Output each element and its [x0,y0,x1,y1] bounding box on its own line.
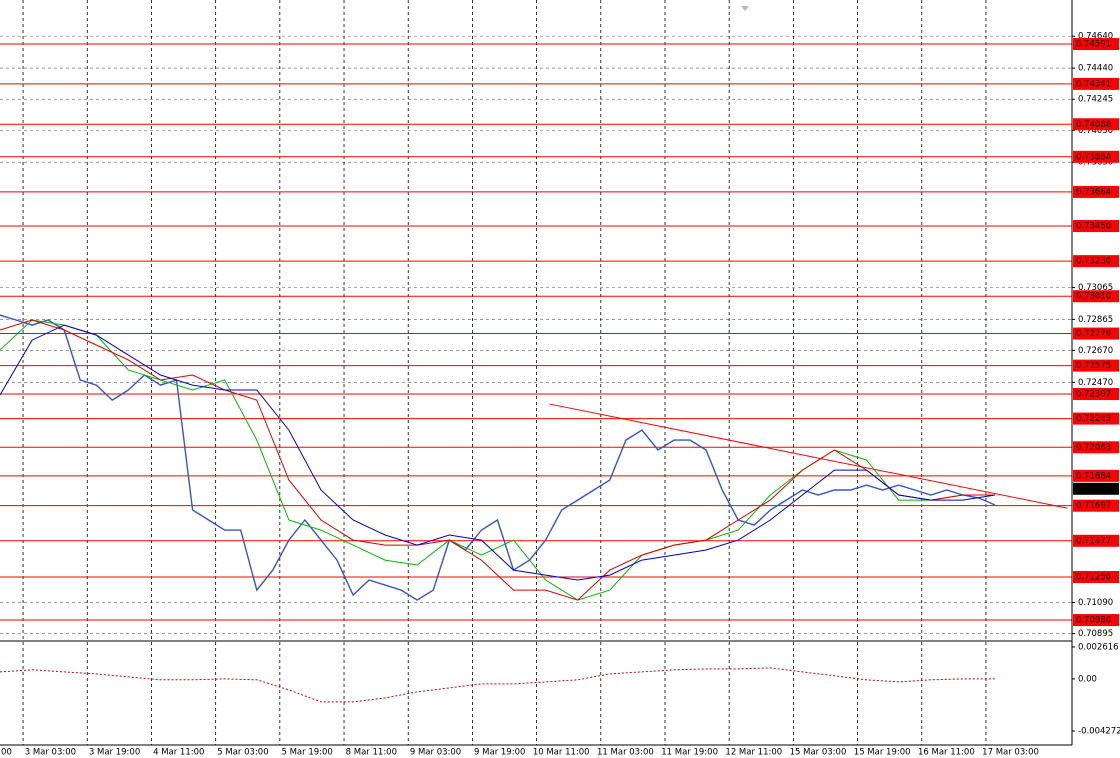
level-label: 0.73010 [1076,292,1111,302]
level-tag [1073,185,1119,198]
level-label: 0.70980 [1076,616,1111,626]
level-tag [1073,570,1119,583]
level-label: 0.71884 [1076,471,1111,481]
y-tick-label: 0.002616 [1078,642,1119,652]
level-tag [1073,412,1119,425]
y-tick-label: 0.74245 [1078,95,1113,105]
level-tag [1073,327,1119,340]
x-tick-label: 11 Mar 19:00 [661,748,718,758]
last-price-label: 0.71803 [1076,484,1111,494]
level-label: 0.71250 [1076,572,1111,582]
level-label: 0.73450 [1076,222,1111,232]
level-tag [1073,255,1119,268]
x-tick-label: 12 Mar 11:00 [725,748,782,758]
x-tick-label: 15 Mar 19:00 [854,748,911,758]
last-price-tag [1073,482,1119,495]
y-tick-label: -0.004272 [1078,726,1120,736]
x-tick-label: 16 Mar 11:00 [918,748,975,758]
series-line [0,314,996,601]
x-tick-label: 9 Mar 03:00 [410,748,461,758]
y-tick-label: 0.70895 [1078,629,1113,639]
level-label: 0.72063 [1076,443,1111,453]
series-line [0,324,996,581]
x-tick-label: 9 Mar 19:00 [474,748,525,758]
level-label: 0.72776 [1076,329,1111,339]
level-tag [1073,388,1119,401]
plot-area [0,0,1072,745]
y-tick-label: 0.74050 [1078,126,1113,136]
level-label: 0.72243 [1076,414,1111,424]
level-label: 0.71477 [1076,536,1111,546]
level-label: 0.73884 [1076,152,1111,162]
level-tag [1073,469,1119,482]
level-tag [1073,359,1119,372]
series-line [0,319,995,601]
x-tick-label: 8 Mar 11:00 [346,748,397,758]
level-label: 0.72575 [1076,361,1111,371]
level-label: 0.72397 [1076,390,1111,400]
level-tag [1073,441,1119,454]
x-tick-label: 15 Mar 03:00 [790,748,847,758]
level-tag [1073,499,1119,512]
level-label: 0.74591 [1076,40,1111,50]
y-tick-label: 0.74640 [1078,32,1113,42]
y-tick-label: 0.72470 [1078,378,1113,388]
x-tick-label: 11 Mar 03:00 [597,748,654,758]
x-tick-label: 17 Mar 03:00 [982,748,1039,758]
shift-marker [741,6,749,11]
level-tag [1073,150,1119,163]
x-tick-label: 10 Mar 11:00 [533,748,590,758]
level-label: 0.74341 [1076,79,1111,89]
y-tick-label: 0.72865 [1078,315,1113,325]
y-tick-label: 0.72670 [1078,346,1113,356]
level-label: 0.73230 [1076,257,1111,267]
y-tick-label: 0.71090 [1078,598,1113,608]
level-label: 0.74088 [1076,120,1111,130]
level-tag [1073,77,1119,90]
level-tag [1073,290,1119,303]
x-tick-label: 00 [1,748,12,758]
y-tick-label: 0.73065 [1078,283,1113,293]
x-tick-label: 3 Mar 19:00 [89,748,140,758]
x-tick-label: 5 Mar 03:00 [217,748,268,758]
level-tag [1073,614,1119,627]
x-tick-label: 3 Mar 03:00 [25,748,76,758]
level-tag [1073,118,1119,131]
x-tick-label: 5 Mar 19:00 [281,748,332,758]
y-tick-label: 0.74440 [1078,64,1113,74]
level-tag [1073,534,1119,547]
y-tick-label: 0.00 [1078,674,1097,684]
trendline [549,403,1068,509]
level-label: 0.73664 [1076,187,1111,197]
level-tag [1073,220,1119,233]
level-tag [1073,38,1119,51]
x-tick-label: 4 Mar 11:00 [153,748,204,758]
level-label: 0.71697 [1076,501,1111,511]
